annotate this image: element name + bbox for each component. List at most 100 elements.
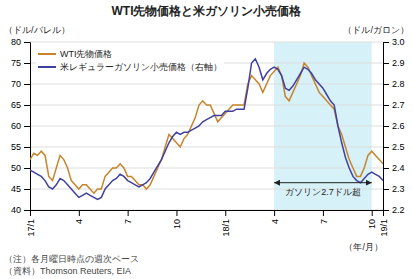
tick-mark	[24, 147, 30, 148]
tick-mark	[24, 63, 30, 64]
tick: 18/1	[221, 210, 231, 237]
tick-label: 2.9	[392, 58, 405, 68]
tick-mark	[383, 105, 389, 106]
y-axis-title: （ドル/バレル）	[4, 25, 70, 35]
tick-label: 75	[11, 58, 21, 68]
tick-mark	[24, 189, 30, 190]
tick-mark	[372, 210, 373, 216]
axis-line	[384, 43, 390, 211]
title: WTI先物価格と米ガソリン小売価格	[112, 4, 303, 18]
note: （注）各月曜日時点の週次ベース	[4, 254, 139, 264]
tick: 40	[11, 205, 30, 215]
tick: 2.5	[383, 142, 405, 152]
tick-mark	[24, 168, 30, 169]
tick: 10	[172, 210, 182, 229]
legend-background	[36, 46, 224, 73]
tick-label: 2.7	[392, 100, 405, 110]
tick: 17/1	[26, 210, 36, 237]
tick: 50	[11, 163, 30, 173]
tick-label: 2.2	[392, 205, 405, 215]
legend: WTI先物価格米レギュラーガソリン小売価格（右軸）	[36, 46, 224, 73]
tick: 60	[11, 121, 30, 131]
tick-mark	[383, 84, 389, 85]
tick: 2.7	[383, 100, 405, 110]
legend-swatch	[38, 53, 56, 55]
tick-mark	[24, 42, 30, 43]
tick-mark	[24, 210, 30, 211]
series-line	[30, 63, 383, 193]
tick-mark	[128, 210, 129, 216]
legend-label: WTI先物価格	[60, 49, 113, 59]
tick-label: 7	[319, 219, 329, 224]
tick-label: 40	[11, 205, 21, 215]
tick-label: 2.8	[392, 79, 405, 89]
tick: 80	[11, 37, 30, 47]
tick: 70	[11, 79, 30, 89]
tick-label: 2.5	[392, 142, 405, 152]
tick-mark	[30, 210, 31, 216]
tick: 2.8	[383, 79, 405, 89]
tick-mark	[383, 189, 389, 190]
tick-label: 2.4	[392, 163, 405, 173]
tick-mark	[383, 63, 389, 64]
tick-label: 65	[11, 100, 21, 110]
y2-axis-title: （ドル/ガロン）	[343, 25, 409, 35]
tick: 2.2	[383, 205, 405, 215]
x-axis-title: （年/月）	[344, 242, 383, 252]
tick-label: 70	[11, 79, 21, 89]
y-axis: 404550556065707580	[11, 37, 31, 215]
tick: 2.4	[383, 163, 405, 173]
tick-mark	[24, 84, 30, 85]
series-line	[30, 59, 383, 200]
axis-line	[31, 211, 384, 217]
tick: 3.0	[383, 37, 405, 47]
tick: 2.3	[383, 184, 405, 194]
tick-mark	[24, 126, 30, 127]
tick: 7	[319, 210, 329, 224]
tick-label: 50	[11, 163, 21, 173]
legend-swatch	[38, 66, 56, 68]
tick-mark	[225, 210, 226, 216]
grid-line	[30, 42, 383, 43]
tick-label: 3.0	[392, 37, 405, 47]
legend-label: 米レギュラーガソリン小売価格（右軸）	[60, 62, 222, 72]
tick: 2.6	[383, 121, 405, 131]
tick: 19/1	[379, 210, 389, 237]
tick-mark	[383, 210, 384, 216]
tick: 4	[270, 210, 280, 224]
tick-mark	[323, 210, 324, 216]
chart: 4045505560657075802.22.32.42.52.62.72.82…	[0, 0, 413, 279]
axis-line	[24, 43, 31, 211]
grid-line	[30, 126, 383, 127]
tick-label: 10	[367, 219, 377, 229]
tick-mark	[274, 210, 275, 216]
tick-label: 4	[270, 219, 280, 224]
tick-label: 18/1	[221, 219, 231, 237]
tick: 10	[367, 210, 377, 229]
note: （資料）Thomson Reuters, EIA	[4, 266, 131, 276]
tick-mark	[383, 42, 389, 43]
tick: 65	[11, 100, 30, 110]
tick-label: 80	[11, 37, 21, 47]
tick: 7	[123, 210, 133, 224]
tick: 75	[11, 58, 30, 68]
tick-label: 2.3	[392, 184, 405, 194]
tick-label: 7	[123, 219, 133, 224]
tick-label: 60	[11, 121, 21, 131]
tick-label: 2.6	[392, 121, 405, 131]
grid-line	[30, 147, 383, 148]
annotation-text: ガソリン2.7ドル超	[285, 187, 361, 197]
tick: 4	[74, 210, 84, 224]
tick-mark	[383, 168, 389, 169]
tick-mark	[383, 126, 389, 127]
tick-label: 17/1	[26, 219, 36, 237]
y2-axis: 2.2 2.3 2.4 2.5 2.6 2.7 2.8 2.9 3.0	[383, 37, 405, 215]
tick-mark	[383, 147, 389, 148]
tick-label: 19/1	[379, 219, 389, 237]
tick-label: 45	[11, 184, 21, 194]
annotation-arrow	[274, 182, 372, 183]
grid-line	[30, 168, 383, 169]
tick-mark	[176, 210, 177, 216]
tick-mark	[79, 210, 80, 216]
tick-mark	[24, 105, 30, 106]
